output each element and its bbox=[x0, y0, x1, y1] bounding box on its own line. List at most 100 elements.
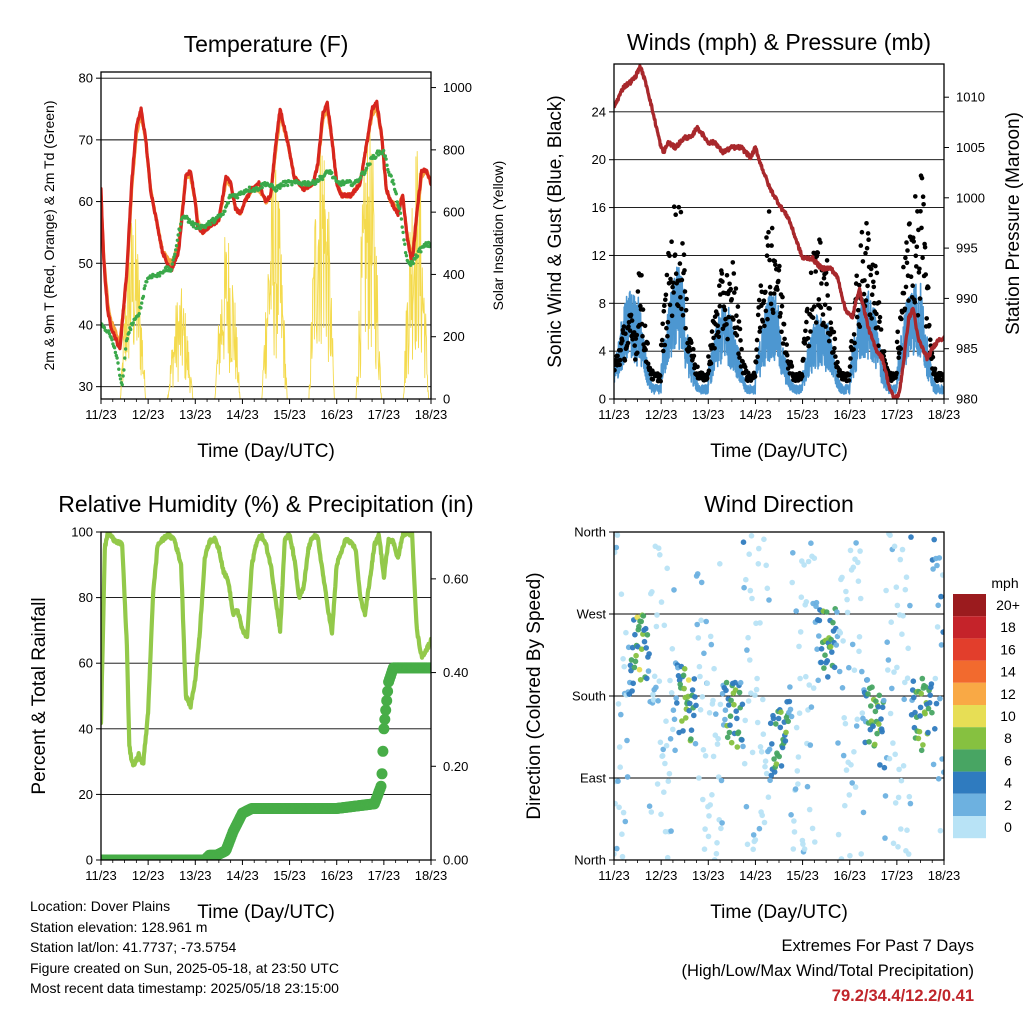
wind-direction-point bbox=[809, 825, 816, 832]
wind-direction-point bbox=[655, 545, 662, 551]
wind-direction-point bbox=[615, 778, 621, 784]
wind-direction-point bbox=[833, 642, 840, 648]
wind-direction-point bbox=[773, 721, 779, 727]
wind-direction-point bbox=[752, 692, 758, 698]
gust-point bbox=[742, 364, 748, 370]
wind-direction-point bbox=[907, 800, 914, 807]
solar-insolation-day bbox=[119, 219, 147, 399]
wind-direction-point bbox=[623, 629, 629, 636]
wind-direction-point bbox=[747, 657, 753, 663]
wind-direction-point bbox=[777, 724, 784, 731]
station-pressure-line bbox=[614, 64, 944, 399]
wind-direction-point bbox=[899, 546, 906, 553]
wind-direction-point bbox=[744, 647, 750, 653]
dewpoint-point bbox=[142, 286, 146, 291]
extremes-values: 79.2/34.4/12.2/0.41 bbox=[831, 987, 974, 1005]
gust-point bbox=[859, 229, 865, 235]
wind-direction-point bbox=[614, 549, 618, 556]
temperature-plot-area bbox=[101, 99, 431, 399]
gust-point bbox=[775, 287, 780, 292]
wind-direction-point bbox=[624, 737, 630, 744]
dewpoint-series bbox=[101, 148, 431, 387]
x-axis-label: Time (Day/UTC) bbox=[710, 902, 848, 923]
x-tick-label: 11/23 bbox=[85, 407, 117, 422]
gust-point bbox=[725, 336, 730, 342]
wind-direction-point bbox=[801, 562, 807, 568]
gust-point bbox=[719, 271, 725, 276]
wind-direction-point bbox=[687, 700, 693, 707]
legend-label: 14 bbox=[1000, 664, 1016, 680]
wind-direction-point bbox=[670, 726, 676, 733]
gust-point bbox=[932, 366, 938, 372]
wind-direction-point bbox=[850, 564, 857, 571]
wind-direction-point bbox=[940, 629, 944, 635]
wind-direction-point bbox=[842, 802, 848, 809]
wind-direction-point bbox=[937, 695, 943, 702]
wind-direction-point bbox=[710, 753, 717, 760]
wind-direction-point bbox=[797, 675, 803, 682]
gust-point bbox=[910, 283, 915, 289]
dewpoint-point bbox=[121, 374, 125, 378]
legend-swatch bbox=[953, 638, 986, 661]
legend-swatch bbox=[953, 793, 986, 816]
wind-direction-point bbox=[878, 716, 884, 722]
dewpoint-point bbox=[359, 175, 363, 180]
gust-point bbox=[927, 322, 932, 328]
wind-direction-point bbox=[663, 718, 669, 724]
gust-point bbox=[831, 329, 837, 335]
gust-point bbox=[706, 368, 712, 374]
dewpoint-point bbox=[118, 373, 122, 377]
y-right-tick-label: 995 bbox=[956, 241, 978, 256]
gust-point bbox=[895, 329, 900, 335]
gust-point bbox=[716, 334, 722, 340]
wind-direction-point bbox=[702, 826, 708, 832]
plot-border bbox=[613, 63, 945, 400]
wind-direction-point bbox=[915, 735, 922, 742]
dewpoint-point bbox=[223, 209, 227, 213]
y-right-tick-label: 1000 bbox=[956, 190, 985, 205]
gust-point bbox=[736, 319, 742, 324]
x-tick-label: 18/23 bbox=[415, 868, 448, 883]
gust-point bbox=[708, 361, 714, 366]
x-tick-label: 14/23 bbox=[226, 868, 259, 883]
wind-direction-point bbox=[857, 595, 864, 602]
wind-direction-point bbox=[816, 633, 822, 639]
legend-swatch bbox=[953, 771, 986, 794]
wind-direction-point bbox=[830, 619, 836, 626]
gust-point bbox=[683, 308, 689, 313]
gust-point bbox=[760, 319, 766, 324]
gust-point bbox=[627, 328, 633, 333]
wind-direction-point bbox=[800, 841, 806, 847]
gust-point bbox=[907, 221, 912, 226]
wind-direction-point bbox=[860, 809, 867, 816]
gust-point bbox=[820, 312, 826, 317]
wind-direction-point bbox=[614, 800, 618, 807]
wind-direction-point bbox=[717, 701, 724, 708]
x-tick-label: 12/23 bbox=[645, 868, 678, 883]
wind-direction-point bbox=[693, 702, 699, 709]
wind-direction-point bbox=[732, 679, 738, 686]
wind-direction-point bbox=[763, 770, 770, 777]
wind-direction-point bbox=[640, 613, 647, 619]
y-tick-label: 20 bbox=[592, 152, 606, 167]
wind-direction-point bbox=[844, 596, 850, 603]
gust-point bbox=[715, 329, 721, 335]
wind-direction-point bbox=[934, 562, 940, 569]
wind-direction-point bbox=[661, 789, 667, 795]
x-axis-label: Time (Day/UTC) bbox=[710, 441, 848, 462]
wind-direction-point bbox=[890, 740, 896, 746]
gust-point bbox=[691, 346, 696, 352]
wind-direction-point bbox=[839, 685, 846, 691]
gust-point bbox=[913, 194, 918, 199]
x-tick-label: 18/23 bbox=[415, 407, 448, 422]
gust-point bbox=[777, 263, 782, 269]
dewpoint-point bbox=[123, 347, 128, 351]
wind-direction-point bbox=[658, 599, 665, 605]
wind-direction-point bbox=[686, 707, 692, 714]
wind-direction-point bbox=[823, 609, 830, 615]
gust-point bbox=[802, 341, 808, 346]
solar-insolation-day bbox=[307, 126, 336, 399]
gust-point bbox=[720, 279, 725, 284]
x-tick-label: 16/23 bbox=[320, 407, 353, 422]
